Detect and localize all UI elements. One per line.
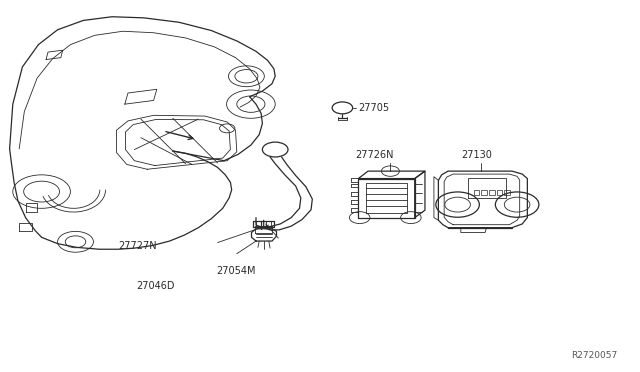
Bar bbox=[474, 190, 479, 195]
Bar bbox=[504, 190, 510, 195]
Text: 27046D: 27046D bbox=[136, 282, 175, 291]
Text: 27726N: 27726N bbox=[355, 150, 394, 160]
Text: 27130: 27130 bbox=[461, 150, 492, 160]
Text: 27705: 27705 bbox=[358, 103, 389, 113]
Text: R2720057: R2720057 bbox=[572, 351, 618, 360]
Text: 27727N: 27727N bbox=[118, 241, 157, 251]
Bar bbox=[481, 190, 487, 195]
Bar bbox=[497, 190, 502, 195]
Text: 27054M: 27054M bbox=[216, 266, 256, 276]
Bar bbox=[489, 190, 495, 195]
